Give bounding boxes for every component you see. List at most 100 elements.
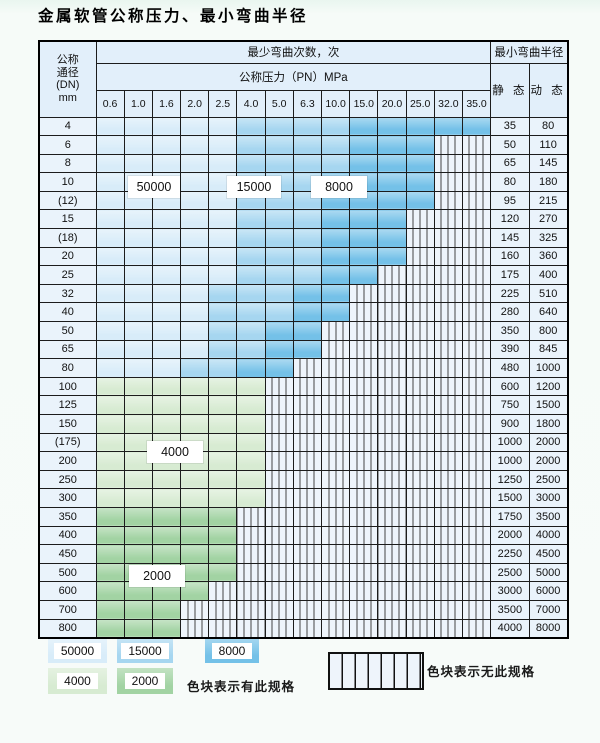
- spec-cell: [95, 246, 125, 267]
- pressure-value-header: 35.0: [461, 89, 492, 118]
- spec-cell: [208, 135, 238, 155]
- spec-cell: [123, 116, 153, 137]
- no-spec-cell: [320, 432, 351, 453]
- table-row: 15 120 270: [38, 209, 569, 230]
- dn-cell: (12): [38, 190, 97, 211]
- spec-cell: [151, 339, 182, 360]
- spec-cell: [151, 116, 182, 137]
- spec-cell: [95, 395, 125, 415]
- no-spec-cell: [349, 618, 379, 639]
- spec-cell: [95, 469, 125, 490]
- spec-cell: [180, 562, 210, 583]
- no-spec-cell: [433, 376, 463, 397]
- dynamic-radius-cell: 1200: [528, 376, 569, 397]
- spec-cell: [123, 451, 153, 471]
- no-spec-cell: [264, 469, 294, 490]
- spec-cell: [377, 153, 407, 174]
- no-spec-cell: [377, 302, 407, 323]
- no-spec-cell: [405, 246, 435, 267]
- static-radius-cell: 1000: [490, 451, 530, 471]
- pressure-value-header: 10.0: [320, 89, 351, 118]
- static-radius-cell: 95: [490, 190, 530, 211]
- spec-cell: [180, 339, 210, 360]
- spec-cell: [292, 116, 323, 137]
- spec-cell: [264, 153, 294, 174]
- no-spec-cell: [433, 228, 463, 248]
- no-spec-cell: [180, 599, 210, 620]
- spec-cell: [292, 321, 323, 341]
- spec-cell: [349, 246, 379, 267]
- spec-cell: [180, 581, 210, 601]
- spec-cell: [151, 488, 182, 508]
- no-spec-cell: [236, 562, 266, 583]
- no-spec-cell: [349, 581, 379, 601]
- spec-cell: [208, 562, 238, 583]
- table-row: 65 390 845: [38, 339, 569, 360]
- dn-cell: 800: [38, 618, 97, 639]
- no-spec-cell: [292, 469, 323, 490]
- table-row: 300 1500 3000: [38, 488, 569, 508]
- no-spec-cell: [320, 451, 351, 471]
- spec-cell: [292, 246, 323, 267]
- static-radius-cell: 600: [490, 376, 530, 397]
- no-spec-cell: [405, 302, 435, 323]
- no-spec-cell: [320, 581, 351, 601]
- spec-cell: [95, 135, 125, 155]
- no-spec-cell: [405, 395, 435, 415]
- no-spec-cell: [433, 432, 463, 453]
- no-spec-cell: [264, 562, 294, 583]
- no-spec-cell: [264, 414, 294, 434]
- no-spec-cell: [292, 618, 323, 639]
- no-spec-cell: [377, 339, 407, 360]
- no-spec-cell: [377, 265, 407, 285]
- spec-cell: [461, 116, 492, 137]
- no-spec-cell: [461, 228, 492, 248]
- spec-cell: [123, 506, 153, 527]
- spec-cell: [320, 135, 351, 155]
- dynamic-radius-cell: 6000: [528, 581, 569, 601]
- spec-cell: [320, 302, 351, 323]
- legend-available-note: 色块表示有此规格: [187, 680, 296, 694]
- legend-swatch: 8000: [205, 639, 259, 663]
- spec-table: 公称 通径 (DN) mm 最少弯曲次数，次 最小弯曲半径 公称压力（PN）MP…: [38, 40, 569, 639]
- legend-swatch: 2000: [117, 668, 173, 694]
- spec-cell: [180, 135, 210, 155]
- no-spec-cell: [264, 618, 294, 639]
- spec-cell: [180, 395, 210, 415]
- dn-cell: 125: [38, 395, 97, 415]
- no-spec-cell: [320, 395, 351, 415]
- spec-cell: [123, 265, 153, 285]
- spec-cell: [95, 525, 125, 546]
- spec-cell: [123, 321, 153, 341]
- no-spec-cell: [264, 525, 294, 546]
- no-spec-cell: [320, 506, 351, 527]
- no-spec-cell: [461, 321, 492, 341]
- no-spec-cell: [377, 414, 407, 434]
- no-spec-cell: [349, 376, 379, 397]
- no-spec-cell: [461, 172, 492, 192]
- no-spec-cell: [433, 339, 463, 360]
- no-spec-cell: [461, 153, 492, 174]
- no-spec-cell: [292, 544, 323, 564]
- spec-cell: [95, 153, 125, 174]
- spec-cell: [151, 228, 182, 248]
- spec-cell: [95, 599, 125, 620]
- no-spec-cell: [236, 618, 266, 639]
- dynamic-radius-cell: 145: [528, 153, 569, 174]
- static-radius-cell: 1000: [490, 432, 530, 453]
- spec-cell: [236, 469, 266, 490]
- table-row: 25 175 400: [38, 265, 569, 285]
- spec-cell: [236, 135, 266, 155]
- spec-cell: [264, 321, 294, 341]
- pressure-value-header: 25.0: [405, 89, 435, 118]
- no-spec-cell: [349, 321, 379, 341]
- static-radius-cell: 3500: [490, 599, 530, 620]
- spec-cell: [95, 116, 125, 137]
- no-spec-cell: [349, 432, 379, 453]
- legend-swatch-label: 15000: [121, 643, 169, 659]
- static-radius-cell: 280: [490, 302, 530, 323]
- dn-header-line: mm: [58, 91, 77, 104]
- spec-cell: [292, 153, 323, 174]
- static-radius-cell: 2500: [490, 562, 530, 583]
- spec-cell: [95, 581, 125, 601]
